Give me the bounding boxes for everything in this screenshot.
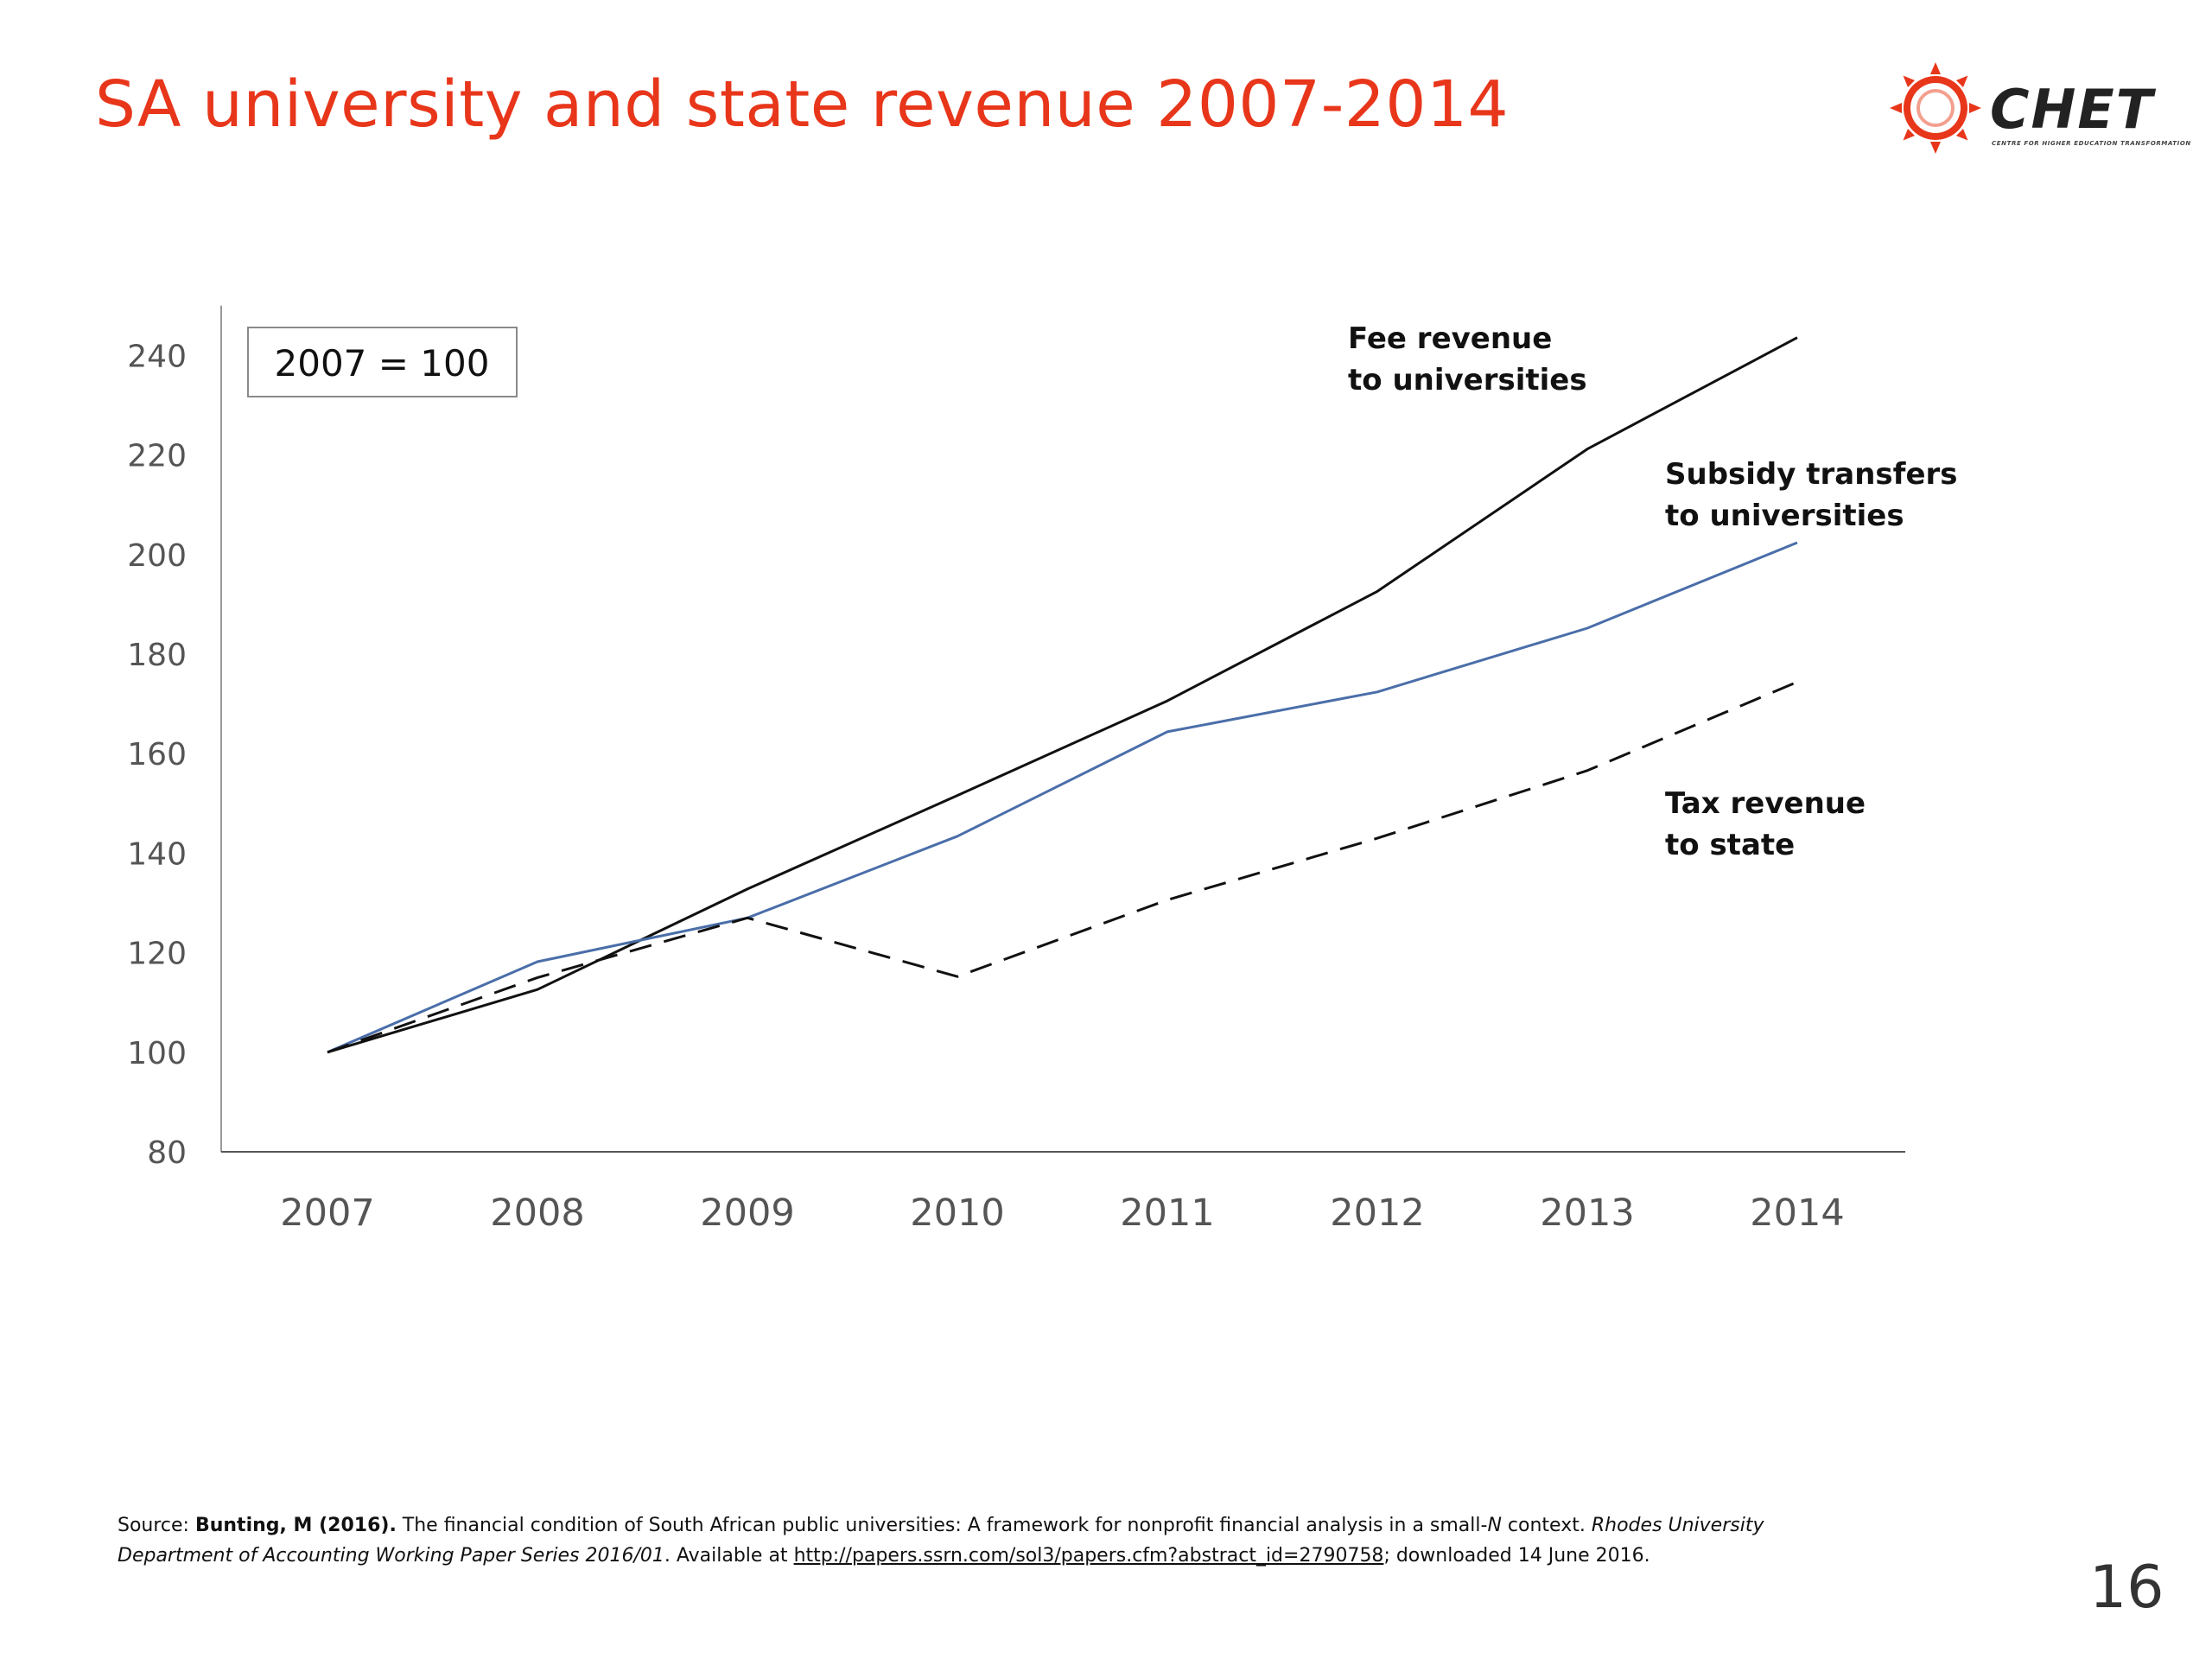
logo-subtitle: CENTRE FOR HIGHER EDUCATION TRANSFORMATI… (1992, 140, 2191, 147)
series-label-2: Subsidy transfers (1665, 457, 1958, 492)
series-label-3: to state (1665, 828, 1795, 862)
page-number: 16 (2089, 1554, 2164, 1622)
source-author: Bunting, M (2016). (194, 1515, 397, 1536)
x-tick-label: 2009 (700, 1192, 794, 1235)
x-tick-label: 2008 (490, 1192, 584, 1235)
source-text-3: . Available at (664, 1545, 794, 1567)
source-text-4: ; downloaded 14 June 2016. (1383, 1545, 1650, 1567)
source-link[interactable]: http://papers.ssrn.com/sol3/papers.cfm?a… (793, 1545, 1384, 1567)
index-note-box: 2007 = 100 (247, 327, 518, 397)
y-tick-label: 180 (127, 638, 187, 673)
x-tick-label: 2007 (280, 1192, 374, 1235)
series-lines (327, 336, 1798, 1054)
chet-logo: CHET CENTRE FOR HIGHER EDUCATION TRANSFO… (1888, 60, 2208, 164)
source-n: N (1487, 1515, 1502, 1536)
series-label-1: Fee revenue (1348, 321, 1552, 356)
y-tick-label: 240 (127, 339, 187, 374)
series-line-3 (327, 680, 1798, 1054)
x-tick-label: 2011 (1120, 1192, 1214, 1235)
y-tick-label: 140 (127, 836, 187, 872)
y-tick-label: 80 (147, 1135, 187, 1171)
y-tick-label: 160 (127, 737, 187, 772)
y-axis: 80 100 120 140 160 180 200 220 240 (127, 305, 222, 1171)
y-tick-label: 120 (127, 937, 187, 972)
series-labels: Fee revenue to universities Subsidy transf… (1348, 321, 1958, 862)
x-tick-label: 2013 (1540, 1192, 1634, 1235)
series-line-1 (327, 336, 1798, 1054)
source-series: Rhodes University Department of Accounti… (118, 1515, 1764, 1567)
source-citation: Source: Bunting, M (2016). The financial… (118, 1510, 1777, 1571)
series-label-2: to universities (1665, 499, 1904, 533)
x-tick-label: 2014 (1750, 1192, 1844, 1235)
slide-title: SA university and state revenue 2007-201… (95, 67, 1510, 142)
series-line-2 (327, 541, 1798, 1054)
index-note-label: 2007 = 100 (275, 342, 490, 385)
x-tick-label: 2010 (910, 1192, 1004, 1235)
source-prefix: Source: (118, 1515, 195, 1536)
source-text-2: context. (1501, 1515, 1592, 1536)
source-text-1: The financial condition of South African… (396, 1515, 1488, 1536)
sun-gear-icon (1890, 62, 1981, 154)
x-axis: 2007 2008 2009 2010 2011 2012 2013 2014 (221, 1151, 1905, 1235)
series-label-1: to universities (1348, 363, 1587, 397)
y-tick-label: 200 (127, 538, 187, 574)
x-tick-label: 2012 (1330, 1192, 1424, 1235)
y-tick-label: 100 (127, 1036, 187, 1071)
y-tick-label: 220 (127, 439, 187, 474)
series-label-3: Tax revenue (1665, 786, 1866, 821)
logo-wordmark: CHET (1990, 78, 2155, 141)
